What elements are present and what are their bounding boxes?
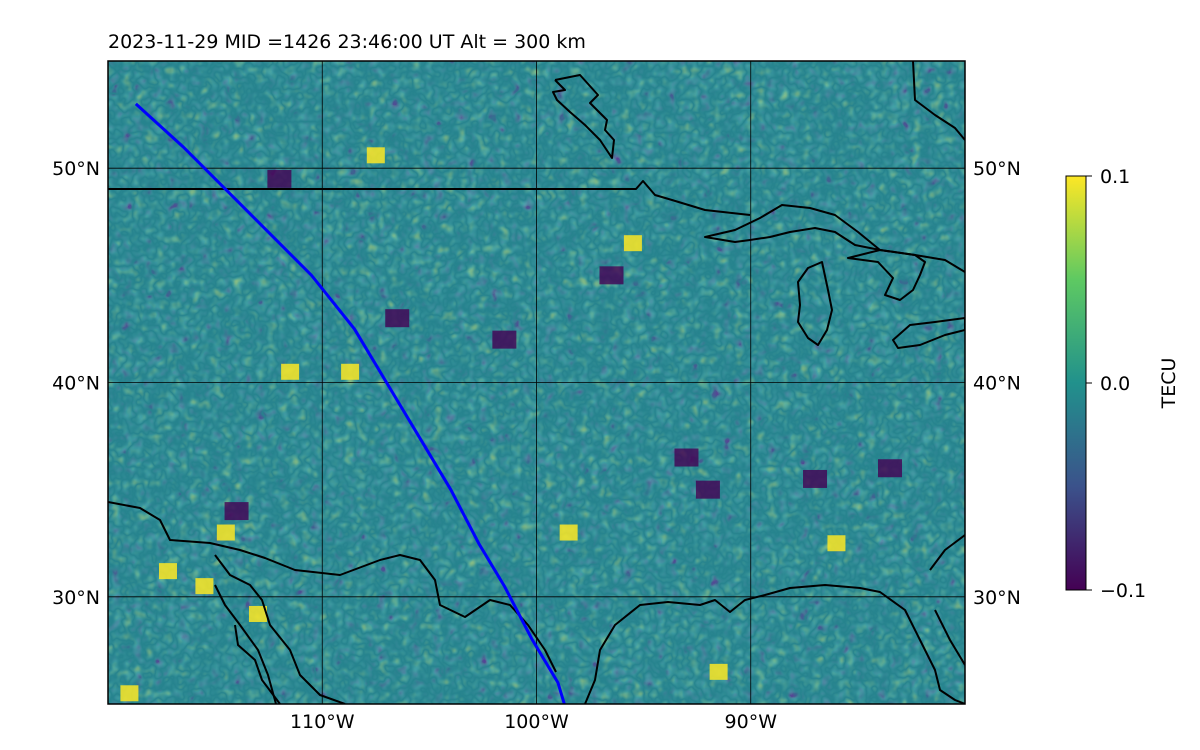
tec-positive-anomaly bbox=[560, 525, 578, 541]
latitude-label: 40°N bbox=[52, 373, 100, 395]
map-area bbox=[108, 61, 965, 704]
tec-negative-anomaly bbox=[599, 266, 623, 284]
tec-positive-anomaly bbox=[120, 685, 138, 701]
tec-positive-anomaly bbox=[827, 535, 845, 551]
tec-negative-anomaly bbox=[385, 309, 409, 327]
colorbar-gradient bbox=[1066, 176, 1086, 590]
colorbar: 0.1 0.0 −0.1 TECU bbox=[1066, 166, 1180, 602]
latitude-label: 30°N bbox=[52, 587, 100, 609]
tec-positive-anomaly bbox=[217, 525, 235, 541]
latitude-label: 30°N bbox=[973, 587, 1021, 609]
colorbar-tick-label: 0.0 bbox=[1100, 373, 1130, 395]
latitude-labels-left: 30°N 40°N 50°N bbox=[52, 158, 100, 609]
tec-negative-anomaly bbox=[878, 459, 902, 477]
latitude-labels-right: 30°N 40°N 50°N bbox=[973, 158, 1021, 609]
tec-negative-anomaly bbox=[225, 502, 249, 520]
tec-negative-anomaly bbox=[267, 170, 291, 188]
tec-positive-anomaly bbox=[341, 364, 359, 380]
tec-positive-anomaly bbox=[710, 664, 728, 680]
tec-positive-anomaly bbox=[281, 364, 299, 380]
tec-negative-anomaly bbox=[674, 449, 698, 467]
tec-positive-anomaly bbox=[624, 235, 642, 251]
tec-positive-anomaly bbox=[367, 147, 385, 163]
latitude-label: 40°N bbox=[973, 373, 1021, 395]
colorbar-ticks: 0.1 0.0 −0.1 bbox=[1086, 166, 1146, 602]
tec-positive-anomaly bbox=[159, 563, 177, 579]
longitude-label: 100°W bbox=[504, 711, 569, 733]
tec-negative-anomaly bbox=[492, 331, 516, 349]
map-title: 2023-11-29 MID =1426 23:46:00 UT Alt = 3… bbox=[108, 31, 586, 53]
latitude-label: 50°N bbox=[52, 158, 100, 180]
tec-negative-anomaly bbox=[803, 470, 827, 488]
tec-negative-anomaly bbox=[696, 481, 720, 499]
colorbar-tick-label: 0.1 bbox=[1100, 166, 1130, 188]
colorbar-label: TECU bbox=[1158, 358, 1180, 410]
longitude-labels: 110°W 100°W 90°W bbox=[290, 711, 777, 733]
colorbar-tick-label: −0.1 bbox=[1100, 580, 1146, 602]
longitude-label: 110°W bbox=[290, 711, 355, 733]
latitude-label: 50°N bbox=[973, 158, 1021, 180]
tec-positive-anomaly bbox=[195, 578, 213, 594]
longitude-label: 90°W bbox=[725, 711, 778, 733]
